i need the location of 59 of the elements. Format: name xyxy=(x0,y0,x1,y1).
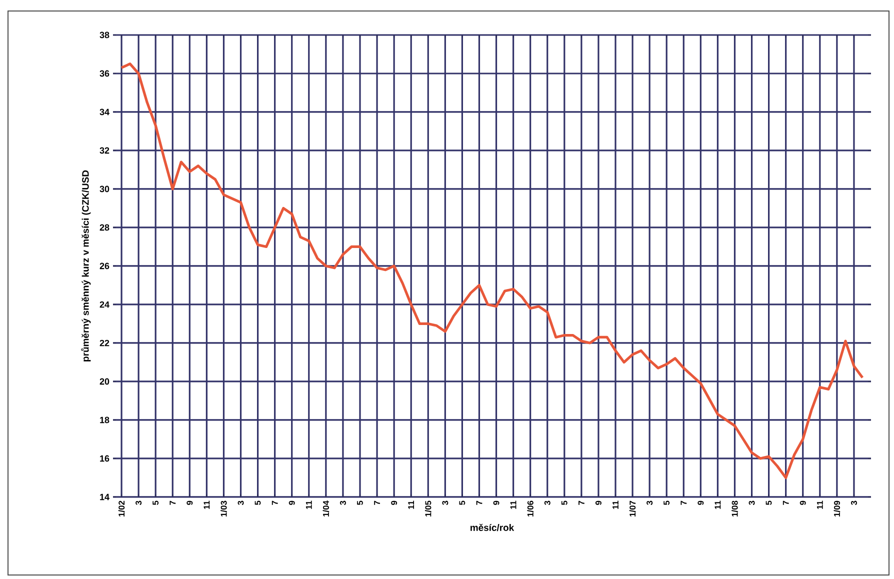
x-tick-label: 7 xyxy=(680,500,687,505)
x-tick-label: 7 xyxy=(782,500,789,505)
x-tick-label: 1/04 xyxy=(322,500,330,516)
y-tick-label: 34 xyxy=(100,108,110,116)
x-tick-label: 3 xyxy=(238,500,244,506)
y-tick-label: 26 xyxy=(100,262,110,270)
y-tick-label: 36 xyxy=(100,70,110,77)
x-tick-label: 5 xyxy=(766,500,772,505)
y-tick-label: 16 xyxy=(100,455,110,462)
y-tick-label: 14 xyxy=(100,494,110,500)
x-tick-label: 5 xyxy=(561,500,568,505)
x-tick-label: 9 xyxy=(186,500,193,505)
x-tick-label: 9 xyxy=(800,500,806,505)
x-tick-label: 9 xyxy=(391,500,398,505)
x-tick-label: 7 xyxy=(170,500,176,505)
x-tick-label: 1/07 xyxy=(629,500,636,516)
x-tick-label: 9 xyxy=(493,500,500,505)
x-tick-label: 5 xyxy=(357,500,363,505)
y-tick-label: 22 xyxy=(100,340,110,346)
x-tick-label: 11 xyxy=(204,500,210,509)
x-tick-label: 5 xyxy=(152,500,159,505)
x-tick-label: 9 xyxy=(698,500,704,505)
x-tick-label: 1/02 xyxy=(118,500,125,516)
x-tick-label: 5 xyxy=(254,500,261,505)
x-tick-label: 11 xyxy=(816,500,823,509)
x-tick-label: 11 xyxy=(714,500,721,509)
x-tick-label: 1/08 xyxy=(732,500,738,516)
x-tick-label: 1/06 xyxy=(527,500,534,516)
x-tick-label: 5 xyxy=(664,500,670,505)
y-tick-label: 38 xyxy=(100,32,110,38)
x-tick-label: 1/05 xyxy=(424,500,432,516)
y-tick-label: 32 xyxy=(100,147,110,154)
x-tick-label: 3 xyxy=(748,500,755,506)
x-tick-label: 3 xyxy=(136,500,142,506)
x-tick-label: 11 xyxy=(510,500,516,509)
x-tick-label: 3 xyxy=(850,500,857,506)
x-tick-label: 3 xyxy=(646,500,653,506)
x-tick-label: 7 xyxy=(374,500,380,505)
x-tick-label: 11 xyxy=(612,500,618,509)
x-tick-label: 7 xyxy=(272,500,278,505)
x-tick-label: 11 xyxy=(408,500,414,509)
x-tick-label: 7 xyxy=(578,500,584,505)
x-tick-label: 3 xyxy=(544,500,550,506)
x-tick-label: 11 xyxy=(306,500,312,509)
y-axis-title: průměrný směnný kurz v měsíci (CZK/USD xyxy=(81,170,91,362)
y-tick-label: 20 xyxy=(100,378,110,385)
x-tick-label: 9 xyxy=(595,500,602,505)
y-tick-label: 18 xyxy=(100,416,110,424)
x-axis-title: měsíc/rok xyxy=(470,524,514,532)
x-tick-label: 9 xyxy=(288,500,295,505)
y-tick-label: 28 xyxy=(100,224,110,231)
y-tick-label: 24 xyxy=(100,301,110,308)
x-tick-label: 7 xyxy=(476,500,482,505)
x-tick-label: 3 xyxy=(442,500,448,506)
y-tick-label: 30 xyxy=(100,186,110,192)
x-tick-label: 5 xyxy=(459,500,466,505)
x-tick-label: 3 xyxy=(340,500,346,506)
x-tick-label: 1/03 xyxy=(220,500,227,516)
x-tick-label: 1/09 xyxy=(834,500,840,516)
